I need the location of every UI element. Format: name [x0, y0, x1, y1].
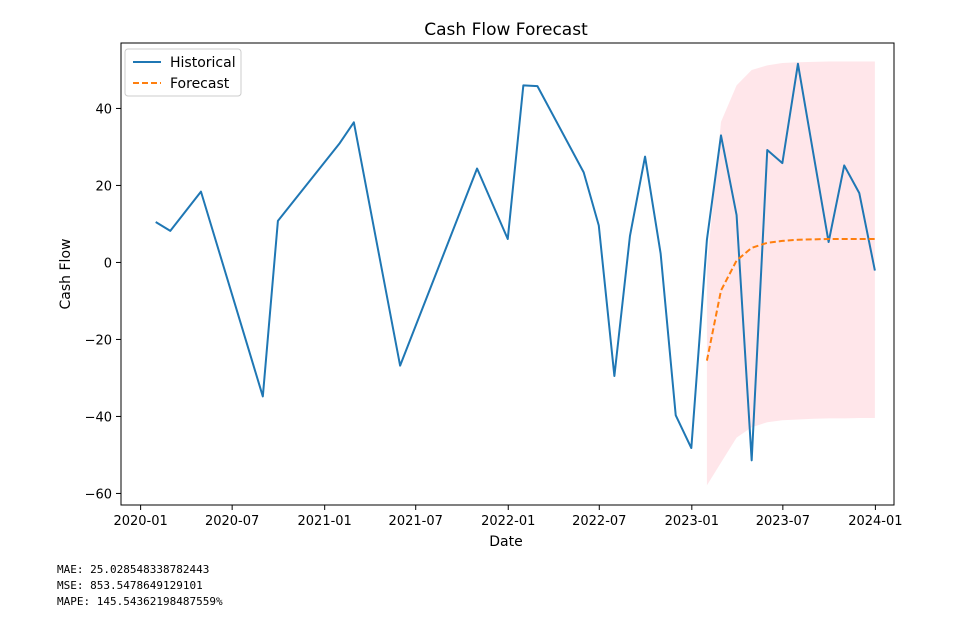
x-tick-label: 2021-01: [298, 514, 352, 529]
x-tick-label: 2023-07: [756, 514, 810, 529]
y-axis-label: Cash Flow: [58, 239, 74, 310]
mape-text: MAPE: 145.54362198487559%: [57, 595, 223, 608]
legend: Historical Forecast: [124, 48, 242, 97]
mse-text: MSE: 853.5478649129101: [57, 579, 203, 592]
legend-box: [124, 48, 242, 97]
x-tick-label: 2021-07: [389, 514, 443, 529]
y-tick-label: 0: [104, 256, 112, 271]
y-axis: 40 20 0 −20 −40 −60: [85, 102, 121, 502]
x-tick-label: 2020-01: [113, 514, 167, 529]
series-line-historical: [155, 62, 876, 462]
y-tick-label: −60: [85, 487, 112, 502]
x-axis: 2020-01 2020-07 2021-01 2021-07 2022-01 2022-…: [113, 505, 903, 529]
x-tick-label: 2023-01: [665, 514, 719, 529]
plot-area: [155, 61, 876, 486]
mae-text: MAE: 25.028548338782443: [57, 563, 210, 576]
y-tick-label: 20: [95, 179, 112, 194]
series-line-forecast: [705, 237, 875, 361]
x-tick-label: 2022-07: [572, 514, 626, 529]
y-tick-label: −40: [85, 410, 112, 425]
x-tick-label: 2022-01: [481, 514, 535, 529]
chart-title: Cash Flow Forecast: [424, 20, 588, 40]
x-tick-label: 2024-01: [848, 514, 902, 529]
confidence-band: [706, 61, 875, 486]
legend-label-forecast: Forecast: [170, 76, 230, 92]
y-tick-label: 40: [95, 102, 112, 117]
x-tick-label: 2020-07: [205, 514, 259, 529]
x-axis-label: Date: [489, 534, 522, 550]
plot-frame: [120, 42, 895, 506]
legend-label-historical: Historical: [170, 55, 236, 71]
metrics-panel: MAE: 25.028548338782443 MSE: 853.5478649…: [57, 562, 223, 610]
y-tick-label: −20: [85, 333, 112, 348]
